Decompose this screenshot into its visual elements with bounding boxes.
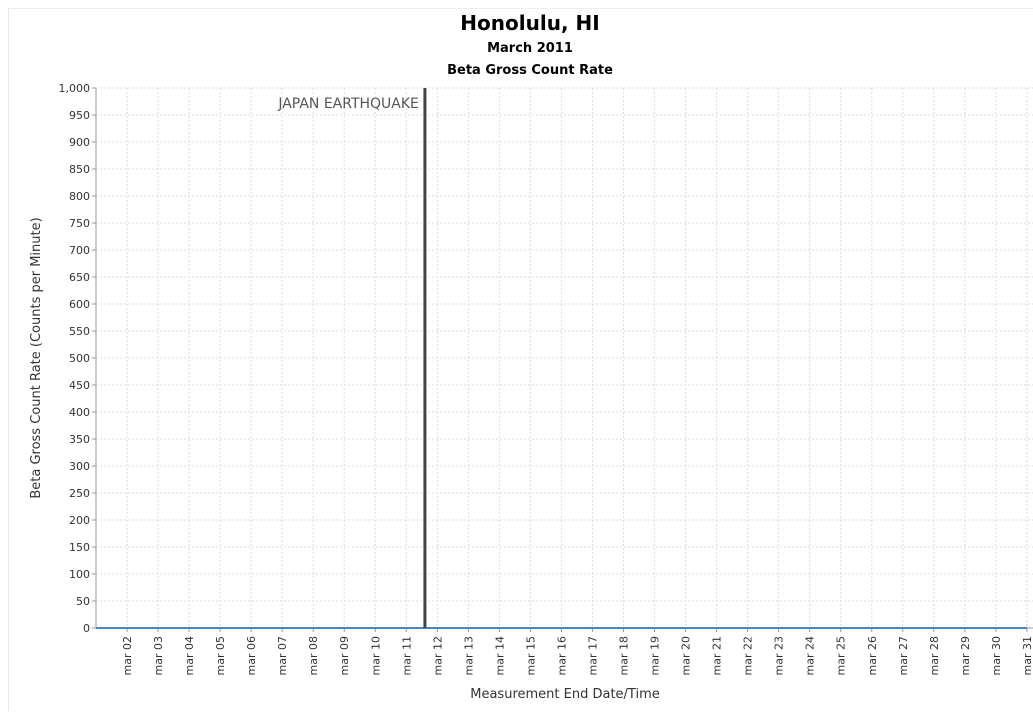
x-tick-label: mar 23	[773, 636, 786, 675]
x-tick-label: mar 26	[866, 636, 879, 675]
x-tick-label: mar 11	[400, 636, 413, 675]
y-tick-label: 300	[69, 460, 90, 473]
x-tick-label: mar 22	[742, 636, 755, 675]
x-tick-label: mar 25	[835, 636, 848, 675]
chart-subtitle-date: March 2011	[487, 41, 573, 56]
x-tick-label: mar 10	[369, 636, 382, 675]
x-tick-label: mar 12	[431, 636, 444, 675]
x-axis-label: Measurement End Date/Time	[470, 687, 659, 702]
y-tick-label: 200	[69, 514, 90, 527]
y-tick-label: 900	[69, 136, 90, 149]
x-tick-label: mar 13	[462, 636, 475, 675]
chart-title: Honolulu, HI	[460, 11, 599, 35]
x-tick-label: mar 05	[214, 636, 227, 675]
x-tick-label: mar 16	[555, 636, 568, 675]
x-tick-label: mar 24	[804, 636, 817, 675]
annotation-group: JAPAN EARTHQUAKE	[277, 88, 427, 628]
x-tick-label: mar 02	[121, 636, 134, 675]
chart-subtitle-measure: Beta Gross Count Rate	[447, 63, 613, 78]
y-tick-label: 600	[69, 298, 90, 311]
x-tick-label: mar 03	[152, 636, 165, 675]
y-tick-label: 350	[69, 433, 90, 446]
grid	[96, 87, 1033, 629]
y-tick-label: 650	[69, 271, 90, 284]
earthquake-annotation-label: JAPAN EARTHQUAKE	[277, 96, 419, 112]
x-tick-label: mar 20	[680, 636, 693, 675]
frame-top-border	[8, 8, 1033, 9]
y-tick-label: 250	[69, 487, 90, 500]
x-tick-label: mar 04	[183, 636, 196, 675]
y-tick-label: 500	[69, 352, 90, 365]
x-tick-label: mar 17	[586, 636, 599, 675]
x-axis-ticks: mar 02 mar 03 mar 04 mar 05 mar 06 mar 07 mar …	[121, 628, 1033, 675]
x-tick-label: mar 19	[649, 636, 662, 675]
x-tick-label: mar 21	[711, 636, 724, 675]
frame-left-border	[8, 8, 9, 711]
y-tick-label: 0	[83, 622, 90, 635]
y-tick-label: 800	[69, 190, 90, 203]
x-tick-label: mar 06	[245, 636, 258, 675]
y-tick-label: 550	[69, 325, 90, 338]
y-tick-label: 750	[69, 217, 90, 230]
x-tick-label: mar 15	[524, 636, 537, 675]
x-tick-label: mar 31	[1021, 636, 1033, 675]
y-tick-label: 1,000	[59, 82, 91, 95]
x-tick-label: mar 28	[928, 636, 941, 675]
y-tick-label: 400	[69, 406, 90, 419]
y-tick-label: 850	[69, 163, 90, 176]
y-tick-label: 950	[69, 109, 90, 122]
x-tick-label: mar 30	[990, 636, 1003, 675]
y-tick-label: 50	[76, 595, 90, 608]
x-tick-label: mar 09	[338, 636, 351, 675]
x-tick-label: mar 08	[307, 636, 320, 675]
y-tick-label: 700	[69, 244, 90, 257]
x-tick-label: mar 07	[276, 636, 289, 675]
y-tick-label: 100	[69, 568, 90, 581]
x-tick-label: mar 29	[959, 636, 972, 675]
y-tick-label: 450	[69, 379, 90, 392]
x-tick-label: mar 27	[897, 636, 910, 675]
y-tick-label: 150	[69, 541, 90, 554]
x-tick-label: mar 18	[618, 636, 631, 675]
y-axis-ticks: 0 50 100 150 200 250 300 350 400 450 500 550 600 650 7…	[59, 82, 96, 635]
y-axis-label: Beta Gross Count Rate (Counts per Minute…	[29, 217, 44, 498]
x-tick-label: mar 14	[493, 636, 506, 675]
